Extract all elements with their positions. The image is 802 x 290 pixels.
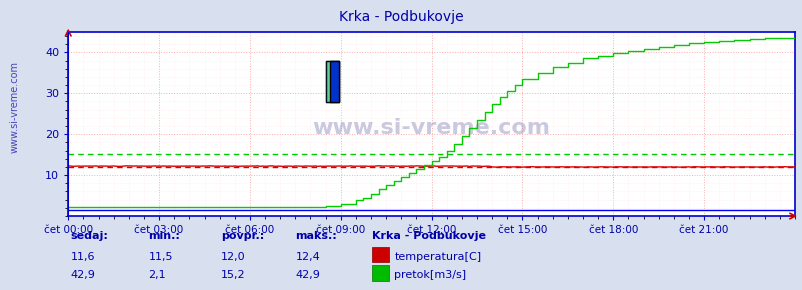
Text: 12,0: 12,0 <box>221 251 245 262</box>
Text: sedaj:: sedaj: <box>71 231 108 241</box>
Text: povpr.:: povpr.: <box>221 231 264 241</box>
Text: 11,5: 11,5 <box>148 251 173 262</box>
Text: min.:: min.: <box>148 231 180 241</box>
Text: www.si-vreme.com: www.si-vreme.com <box>10 61 19 153</box>
Text: Krka - Podbukovje: Krka - Podbukovje <box>338 10 464 24</box>
FancyBboxPatch shape <box>326 61 339 102</box>
Text: temperatura[C]: temperatura[C] <box>394 251 480 262</box>
Text: 2,1: 2,1 <box>148 270 166 280</box>
Text: 42,9: 42,9 <box>71 270 95 280</box>
Text: 15,2: 15,2 <box>221 270 245 280</box>
FancyBboxPatch shape <box>330 61 339 102</box>
Text: pretok[m3/s]: pretok[m3/s] <box>394 270 466 280</box>
Text: 11,6: 11,6 <box>71 251 95 262</box>
Text: www.si-vreme.com: www.si-vreme.com <box>312 118 550 138</box>
FancyBboxPatch shape <box>326 61 339 102</box>
Text: maks.:: maks.: <box>295 231 337 241</box>
Text: 42,9: 42,9 <box>295 270 320 280</box>
Text: 12,4: 12,4 <box>295 251 320 262</box>
Text: Krka - Podbukovje: Krka - Podbukovje <box>371 231 485 241</box>
